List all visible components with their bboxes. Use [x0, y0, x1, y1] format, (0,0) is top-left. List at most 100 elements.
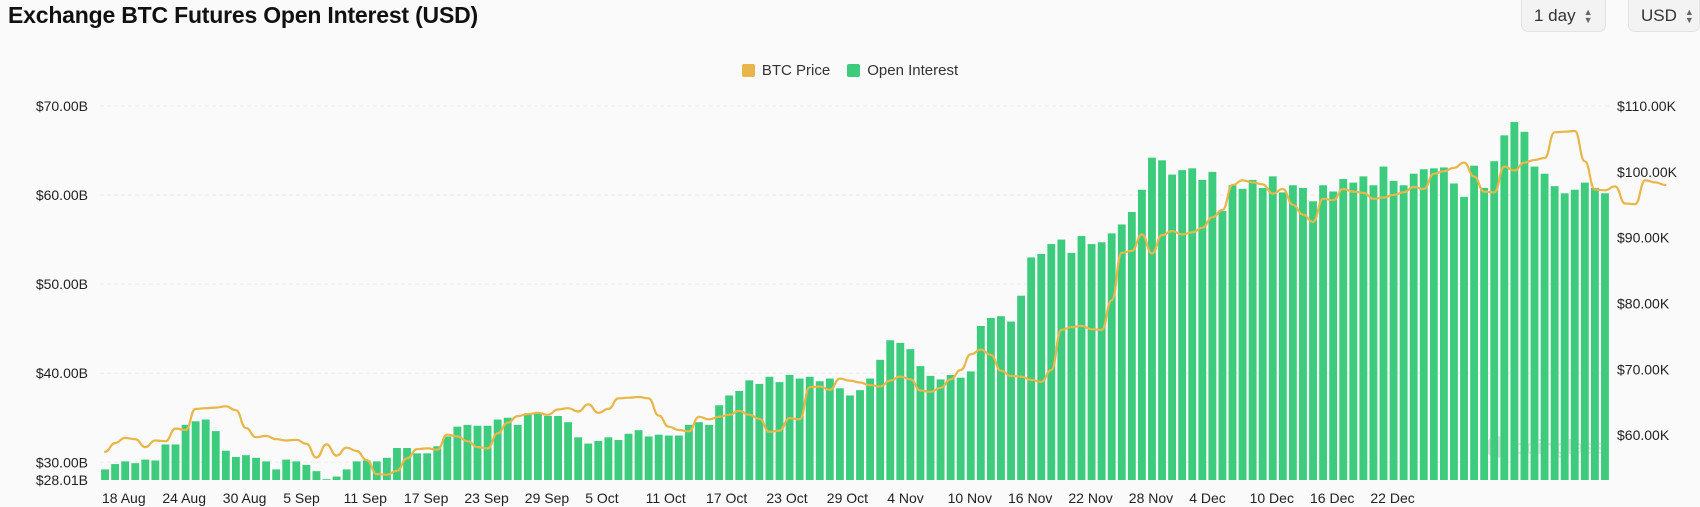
open-interest-bar: [1127, 211, 1136, 481]
open-interest-bar: [282, 459, 291, 480]
open-interest-bar: [393, 448, 401, 480]
open-interest-bar: [161, 444, 170, 480]
y-right-tick-label: $60.00K: [1617, 427, 1670, 443]
chevron-up-icon: ▲: [1684, 6, 1694, 17]
x-tick-label: 11 Sep: [344, 490, 388, 506]
open-interest-bar: [151, 460, 160, 480]
open-interest-bar: [1097, 242, 1106, 480]
open-interest-bar: [604, 437, 613, 480]
open-interest-bar: [1399, 185, 1408, 480]
legend-item-btc-price[interactable]: BTC Price: [741, 62, 831, 79]
open-interest-bar: [664, 435, 673, 480]
open-interest-bar: [825, 378, 834, 480]
open-interest-bar: [997, 316, 1005, 480]
chevron-up-icon: ▲: [1583, 6, 1593, 17]
open-interest-bar: [1309, 201, 1317, 481]
open-interest-bar: [252, 457, 260, 480]
open-interest-bar: [231, 456, 240, 480]
open-interest-bar: [634, 430, 643, 480]
chevron-down-icon: ▼: [1583, 14, 1593, 25]
open-interest-bar: [916, 366, 925, 480]
x-tick-label: 22 Nov: [1068, 490, 1112, 506]
open-interest-bar: [674, 435, 683, 480]
y-right-tick-label: $90.00K: [1617, 230, 1670, 246]
open-interest-bar: [292, 461, 301, 480]
x-tick-label: 23 Oct: [766, 490, 807, 506]
y-axis-left: $70.00B $60.00B $50.00B $40.00B $30.00B $28.0…: [36, 98, 88, 488]
open-interest-bar: [795, 378, 804, 480]
x-tick-label: 10 Dec: [1250, 490, 1294, 506]
open-interest-bar: [1178, 170, 1187, 480]
open-interest-bar: [624, 433, 633, 480]
x-tick-label: 29 Sep: [525, 490, 570, 506]
open-interest-bar: [805, 376, 814, 480]
legend-item-open-interest[interactable]: Open Interest: [847, 62, 958, 79]
open-interest-bar: [1590, 187, 1599, 480]
open-interest-bar: [835, 388, 844, 480]
open-interest-bar: [846, 395, 854, 480]
open-interest-bar: [1389, 180, 1398, 480]
page-title: Exchange BTC Futures Open Interest (USD): [8, 2, 478, 28]
open-interest-bar: [1057, 239, 1066, 480]
open-interest-bar: [211, 431, 220, 480]
open-interest-bar: [705, 424, 713, 480]
open-interest-bar: [1520, 131, 1529, 480]
open-interest-bar: [926, 375, 935, 480]
open-interest-bar: [1288, 185, 1297, 480]
open-interest-bar: [1601, 193, 1609, 481]
open-interest-bar: [735, 391, 744, 480]
open-interest-bar: [403, 448, 411, 480]
open-interest-bar: [896, 342, 905, 480]
open-interest-bar: [433, 446, 442, 480]
open-interest-bar: [221, 450, 230, 480]
open-interest-bar: [1117, 224, 1126, 480]
open-interest-bar: [1480, 187, 1489, 480]
open-interest-bar: [362, 460, 371, 480]
open-interest-bar: [1047, 244, 1056, 480]
open-interest-bar: [423, 453, 432, 480]
y-left-tick-label: $30.00B: [36, 454, 88, 470]
open-interest-bar: [201, 419, 210, 480]
open-interest-bar: [695, 422, 703, 480]
open-interest-bar: [614, 440, 623, 480]
open-interest-bar: [574, 437, 583, 480]
chevron-down-icon: ▼: [1684, 14, 1694, 25]
open-interest-bar: [765, 376, 774, 480]
open-interest-bar: [1077, 236, 1086, 480]
open-interest-bar: [473, 425, 482, 480]
y-left-tick-label: $40.00B: [36, 365, 88, 381]
open-interest-bar: [1560, 193, 1569, 481]
open-interest-bar: [1037, 253, 1046, 480]
legend-label-btc-price: BTC Price: [761, 62, 831, 79]
open-interest-bar: [1228, 185, 1237, 480]
open-interest-bar: [493, 419, 502, 480]
open-interest-bar: [554, 415, 562, 480]
x-tick-label: 24 Aug: [162, 490, 206, 506]
open-interest-bar: [654, 434, 663, 480]
chevron-up-down-icon: ▲ ▼: [1583, 6, 1593, 25]
x-tick-label: 10 Nov: [948, 490, 992, 506]
interval-select[interactable]: 1 day ▲ ▼: [1521, 0, 1606, 32]
x-axis: 18 Aug 24 Aug 30 Aug 5 Sep 11 Sep 17 Sep 23 Se…: [102, 490, 1415, 506]
open-interest-bar: [745, 380, 754, 480]
x-tick-label: 4 Dec: [1189, 490, 1226, 506]
open-interest-bar: [1570, 189, 1579, 480]
open-interest-bar: [1419, 169, 1428, 481]
open-interest-bar: [463, 424, 472, 480]
x-tick-label: 18 Aug: [102, 490, 146, 506]
x-tick-label: 28 Nov: [1129, 490, 1173, 506]
open-interest-bar: [564, 422, 573, 480]
open-interest-bar: [1148, 157, 1156, 480]
open-interest-bar: [785, 374, 794, 480]
x-tick-label: 23 Sep: [464, 490, 509, 506]
open-interest-bar: [533, 413, 542, 480]
open-interest-bar: [141, 459, 150, 480]
open-interest-bar: [1107, 233, 1116, 480]
x-tick-label: 11 Oct: [646, 490, 686, 506]
open-interest-bar: [1339, 179, 1348, 481]
open-interest-bars: [101, 122, 1609, 481]
open-interest-bar: [1017, 295, 1026, 480]
open-interest-bar: [342, 469, 351, 480]
open-interest-bar: [1027, 257, 1036, 480]
open-interest-bar: [906, 349, 915, 480]
